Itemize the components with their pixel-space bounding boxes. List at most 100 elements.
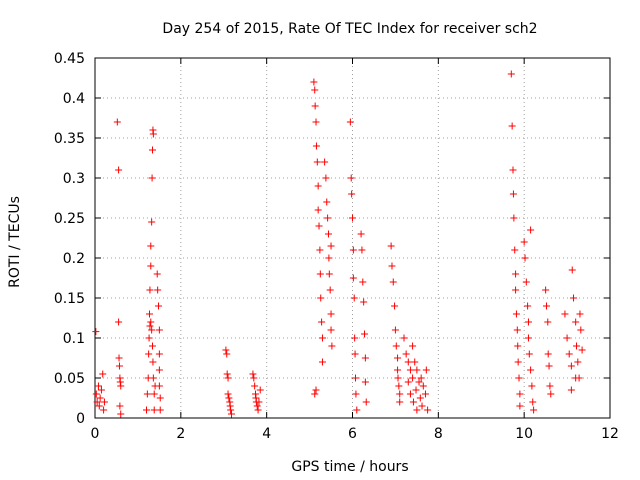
- data-point: [521, 254, 529, 262]
- data-point: [147, 318, 155, 326]
- data-point: [148, 174, 156, 182]
- data-point: [352, 390, 360, 398]
- data-point: [249, 370, 257, 378]
- data-point: [312, 386, 320, 394]
- data-point: [509, 166, 517, 174]
- data-point: [223, 350, 231, 358]
- data-points: [92, 70, 586, 418]
- data-point: [547, 390, 555, 398]
- data-point: [318, 334, 326, 342]
- data-point: [359, 278, 367, 286]
- data-point: [404, 378, 412, 386]
- data-point: [418, 402, 426, 410]
- data-point: [577, 326, 585, 334]
- data-point: [350, 294, 358, 302]
- data-point: [544, 318, 552, 326]
- data-point: [509, 190, 517, 198]
- data-point: [524, 318, 532, 326]
- data-point: [327, 310, 335, 318]
- data-point: [115, 318, 123, 326]
- data-point: [147, 262, 155, 270]
- data-point: [100, 406, 108, 414]
- data-point: [527, 226, 535, 234]
- data-point: [527, 366, 535, 374]
- data-point: [413, 406, 421, 414]
- data-point: [155, 302, 163, 310]
- data-point: [92, 390, 100, 398]
- data-point: [346, 118, 354, 126]
- data-point: [419, 382, 427, 390]
- data-point: [146, 286, 154, 294]
- data-point: [349, 274, 357, 282]
- data-point: [312, 142, 320, 150]
- data-point: [146, 310, 154, 318]
- data-point: [315, 222, 323, 230]
- data-point: [149, 130, 157, 138]
- data-point: [388, 262, 396, 270]
- data-point: [361, 378, 369, 386]
- data-point: [353, 406, 361, 414]
- data-point: [349, 246, 357, 254]
- data-point: [565, 350, 573, 358]
- data-point: [417, 374, 425, 382]
- data-point: [542, 302, 550, 310]
- data-point: [394, 374, 402, 382]
- data-point: [149, 374, 157, 382]
- data-point: [387, 242, 395, 250]
- data-point: [327, 326, 335, 334]
- data-point: [524, 334, 532, 342]
- data-point: [574, 358, 582, 366]
- data-point: [524, 302, 532, 310]
- data-point: [361, 330, 369, 338]
- data-point: [150, 390, 158, 398]
- data-point: [415, 378, 423, 386]
- data-point: [227, 410, 235, 418]
- data-point: [357, 230, 365, 238]
- data-point: [99, 370, 107, 378]
- data-point: [516, 390, 524, 398]
- data-point: [508, 122, 516, 130]
- x-tick-label: 0: [91, 426, 100, 442]
- data-point: [97, 386, 105, 394]
- data-point: [512, 270, 520, 278]
- data-point: [512, 310, 520, 318]
- data-point: [576, 310, 584, 318]
- data-point: [395, 382, 403, 390]
- data-point: [311, 86, 319, 94]
- data-point: [93, 398, 101, 406]
- data-point: [156, 406, 164, 414]
- data-point: [424, 406, 432, 414]
- data-point: [510, 214, 518, 222]
- data-point: [520, 238, 528, 246]
- data-point: [392, 342, 400, 350]
- data-point: [147, 242, 155, 250]
- data-point: [148, 326, 156, 334]
- y-tick-label: 0.35: [54, 131, 85, 147]
- data-point: [514, 358, 522, 366]
- data-point: [507, 70, 515, 78]
- data-point: [561, 310, 569, 318]
- data-point: [96, 394, 104, 402]
- data-point: [389, 278, 397, 286]
- data-point: [325, 270, 333, 278]
- data-point: [572, 318, 580, 326]
- data-point: [530, 406, 538, 414]
- data-point: [394, 354, 402, 362]
- data-point: [316, 270, 324, 278]
- data-point: [311, 102, 319, 110]
- data-point: [529, 398, 537, 406]
- data-point: [400, 334, 408, 342]
- data-point: [323, 198, 331, 206]
- data-point: [312, 118, 320, 126]
- data-point: [223, 370, 231, 378]
- data-point: [411, 358, 419, 366]
- data-point: [155, 366, 163, 374]
- data-point: [422, 366, 430, 374]
- data-point: [396, 390, 404, 398]
- data-point: [348, 190, 356, 198]
- data-point: [409, 374, 417, 382]
- data-point: [326, 286, 334, 294]
- data-point: [149, 358, 157, 366]
- data-point: [567, 362, 575, 370]
